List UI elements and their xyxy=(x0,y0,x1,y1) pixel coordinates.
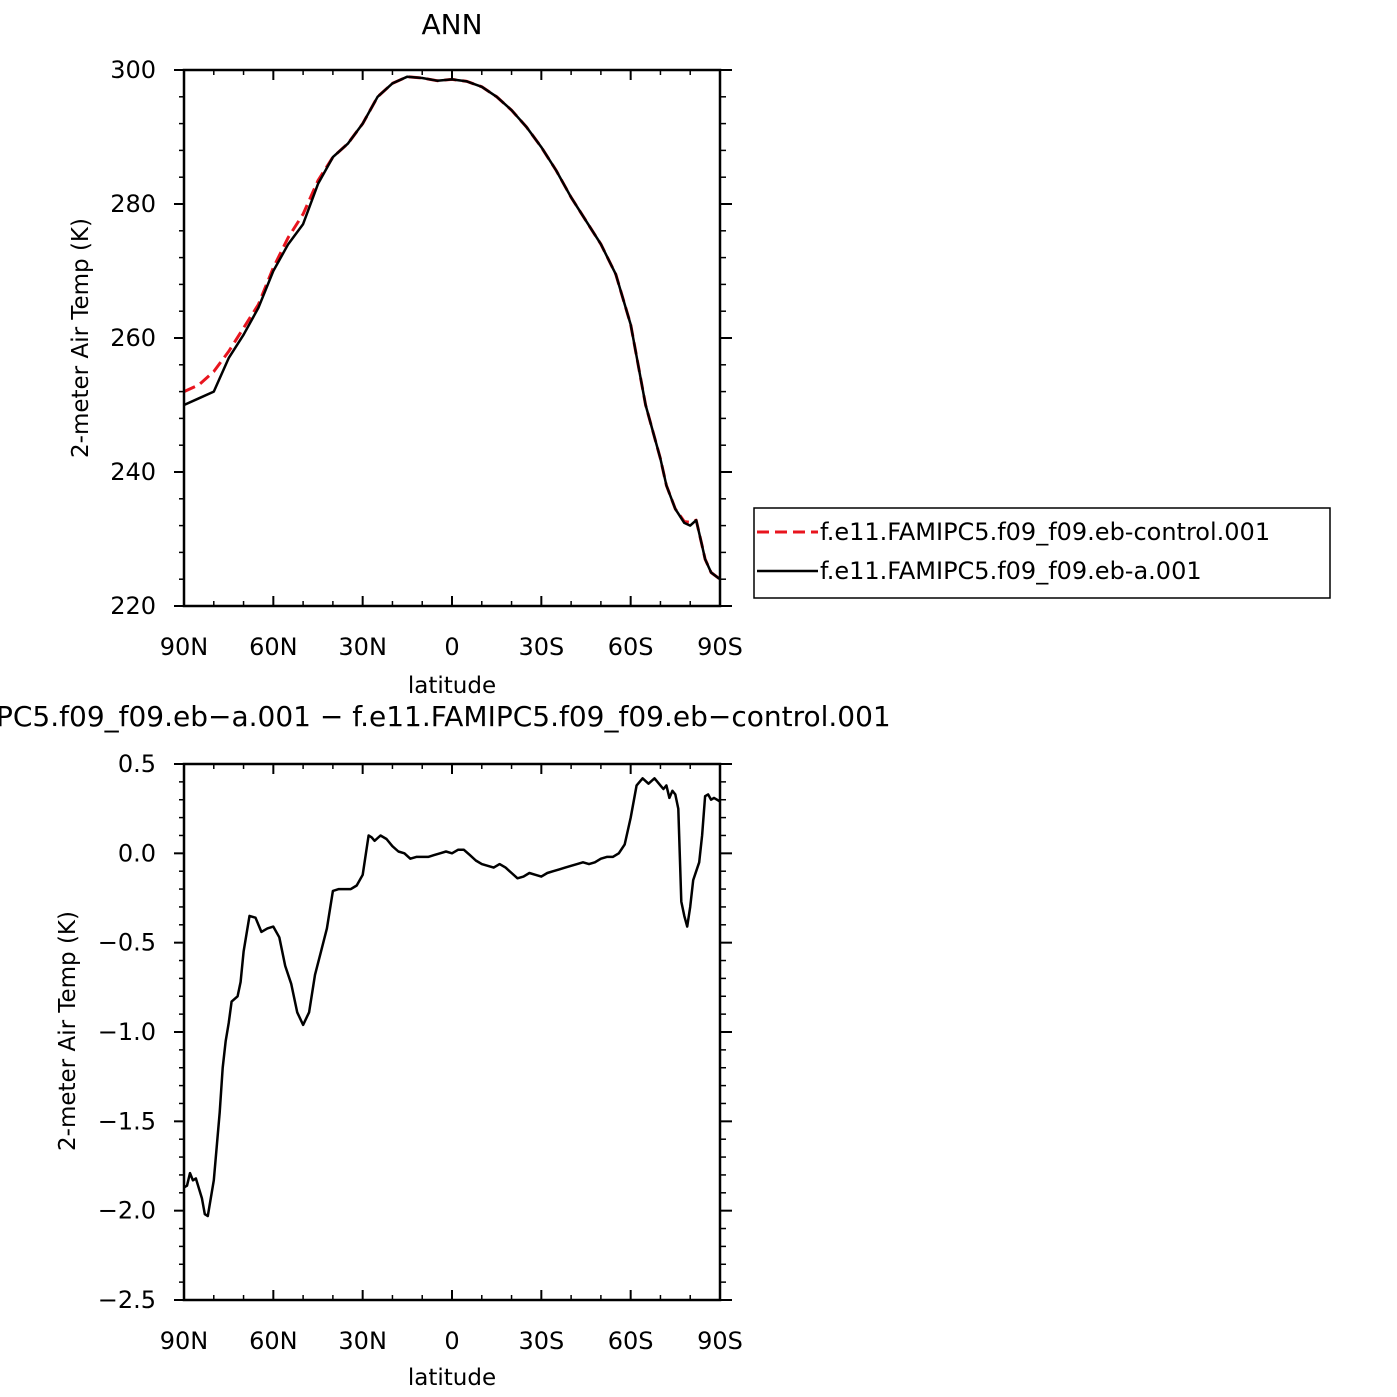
plot-frame xyxy=(182,762,722,1302)
series-line-0 xyxy=(183,75,721,581)
y-tick-label: 0.0 xyxy=(118,839,156,867)
x-tick-label: 60S xyxy=(608,1327,654,1355)
y-tick-label: 300 xyxy=(110,56,156,84)
legend-label-control: f.e11.FAMIPC5.f09_f09.eb-control.001 xyxy=(820,518,1270,546)
series-line-0 xyxy=(183,777,721,1218)
y-tick-label: 0.5 xyxy=(118,750,156,778)
y-tick-label: 260 xyxy=(110,324,156,352)
y-tick-label: 280 xyxy=(110,190,156,218)
y-tick-label: −0.5 xyxy=(98,929,156,957)
y-tick-label: −1.5 xyxy=(98,1107,156,1135)
y-axis-label: 2-meter Air Temp (K) xyxy=(68,218,94,458)
x-tick-label: 90N xyxy=(160,1327,209,1355)
x-tick-label: 90S xyxy=(697,1327,743,1355)
y-tick-label: −2.5 xyxy=(98,1286,156,1314)
x-tick-label: 60N xyxy=(249,633,298,661)
legend: f.e11.FAMIPC5.f09_f09.eb-control.001 f.e… xyxy=(753,507,1331,599)
x-tick-label: 60S xyxy=(608,633,654,661)
y-tick-label: 240 xyxy=(110,458,156,486)
x-tick-label: 90N xyxy=(160,633,209,661)
x-tick-label: 30S xyxy=(518,1327,564,1355)
chart-title: PC5.f09_f09.eb−a.001 − f.e11.FAMIPC5.f09… xyxy=(0,700,891,733)
x-tick-label: 0 xyxy=(444,633,459,661)
x-tick-label: 30N xyxy=(338,633,387,661)
y-axis-label: 2-meter Air Temp (K) xyxy=(55,911,81,1151)
x-axis-label: latitude xyxy=(408,673,496,699)
y-tick-label: 220 xyxy=(110,592,156,620)
chart-temperature-difference: PC5.f09_f09.eb−a.001 − f.e11.FAMIPC5.f09… xyxy=(0,700,891,1391)
x-tick-label: 60N xyxy=(249,1327,298,1355)
legend-box xyxy=(753,507,1331,599)
x-tick-label: 30N xyxy=(338,1327,387,1355)
y-tick-label: −1.0 xyxy=(98,1018,156,1046)
x-tick-label: 30S xyxy=(518,633,564,661)
series-line-1 xyxy=(183,75,721,581)
plot-frame xyxy=(182,68,722,608)
legend-label-experiment: f.e11.FAMIPC5.f09_f09.eb-a.001 xyxy=(820,557,1202,585)
y-tick-label: −2.0 xyxy=(98,1197,156,1225)
chart-mean-temperature: ANN 90N 60N 30N 0 30S 60S 90S 220 240 260 280 300 l… xyxy=(68,8,1331,699)
chart-title: ANN xyxy=(421,8,482,41)
x-tick-label: 0 xyxy=(444,1327,459,1355)
x-axis-label: latitude xyxy=(408,1365,496,1391)
x-tick-label: 90S xyxy=(697,633,743,661)
